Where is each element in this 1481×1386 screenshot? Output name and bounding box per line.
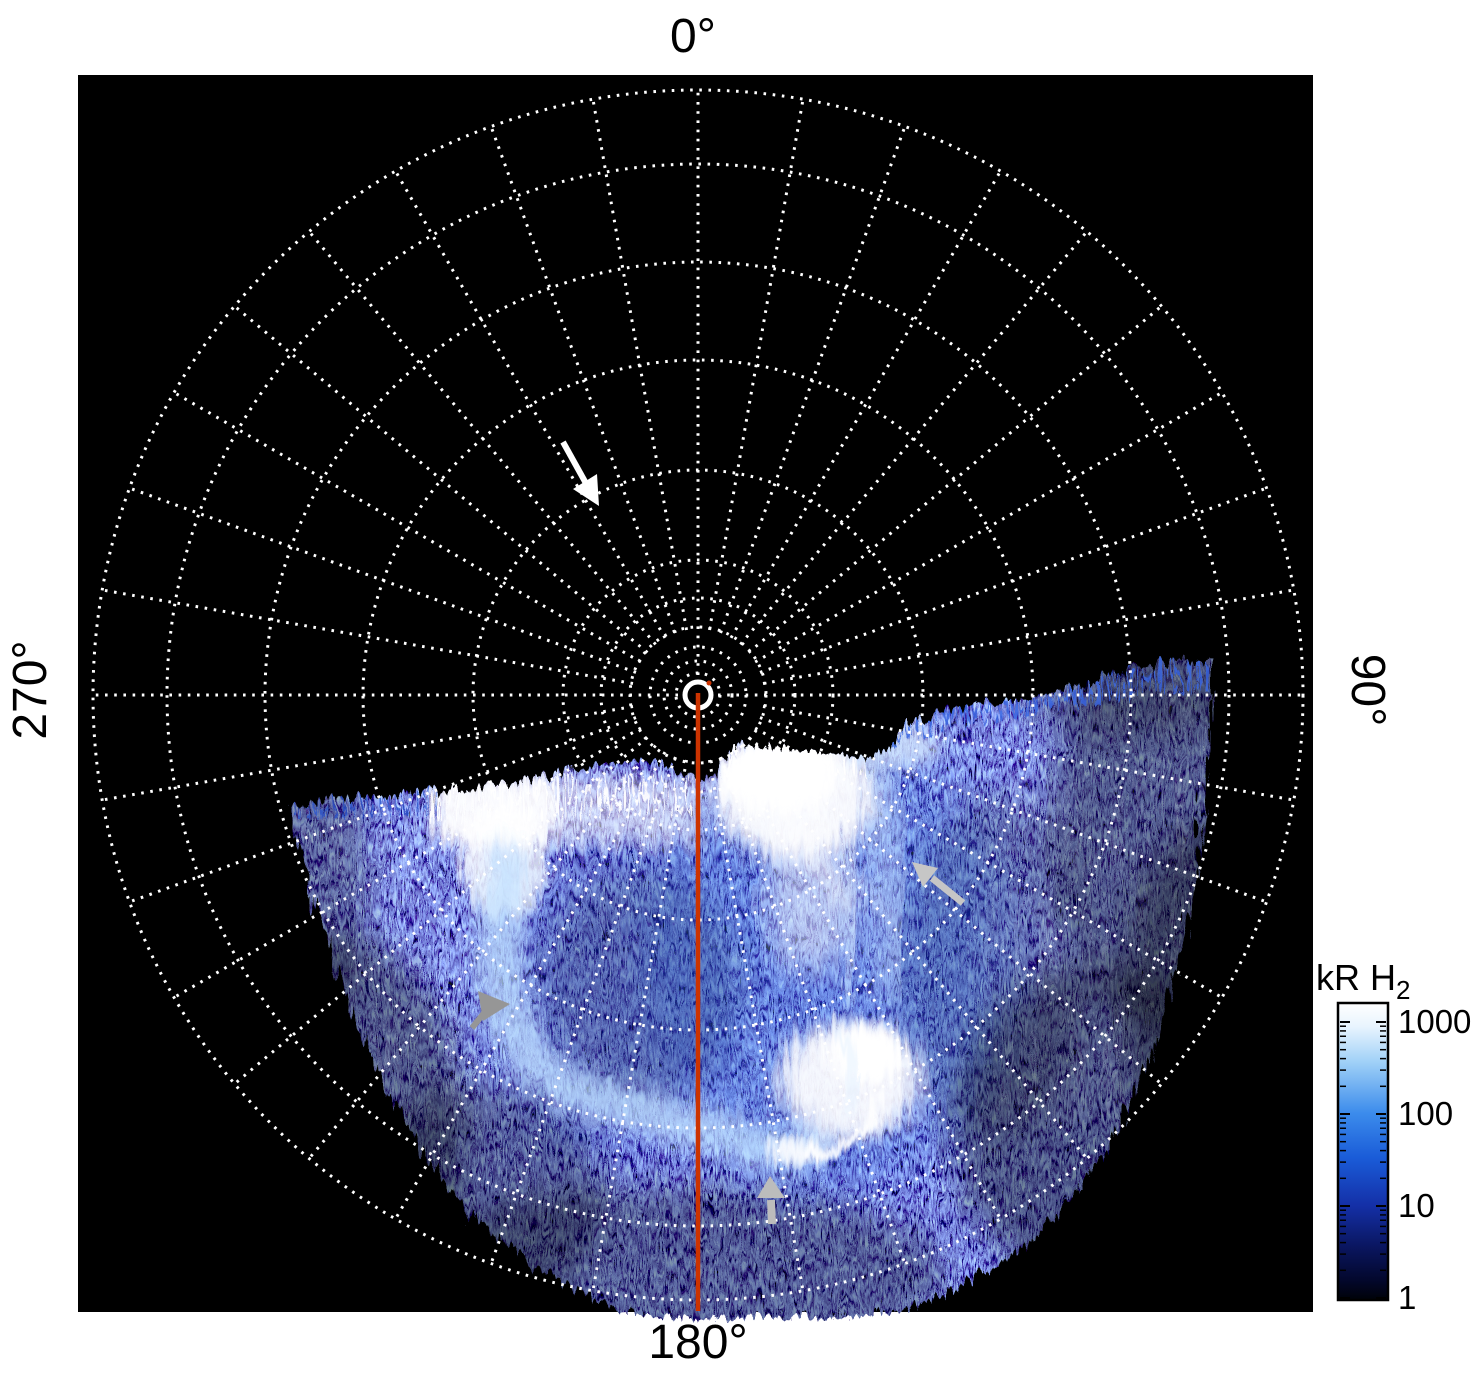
colorbar: kR H2 1000 100 10 1 [1316,957,1471,1316]
left-gray-arrow-annotation [469,991,510,1030]
colorbar-tick-100: 100 [1398,1095,1453,1132]
colorbar-tick-1: 1 [1398,1279,1416,1316]
colorbar-title: kR H2 [1316,957,1410,1005]
right-gray-arrow-annotation [912,862,966,906]
angle-label-180: 180° [648,1316,747,1369]
edge-streaks [289,657,1206,818]
angle-label-90: 90° [1341,654,1394,727]
angle-label-0: 0° [670,10,716,63]
colorbar-tick-1000: 1000 [1398,1003,1471,1040]
aurora-bright-features [425,712,934,1166]
angle-label-270: 270° [4,640,57,739]
colorbar-tick-10: 10 [1398,1187,1435,1224]
colorbar-tickmarks [1340,1021,1386,1299]
white-arrow-annotation [560,440,599,506]
colorbar-gradient [1336,1001,1390,1302]
pole-red-speck [706,680,712,686]
bottom-gray-arrow-annotation [757,1176,785,1225]
